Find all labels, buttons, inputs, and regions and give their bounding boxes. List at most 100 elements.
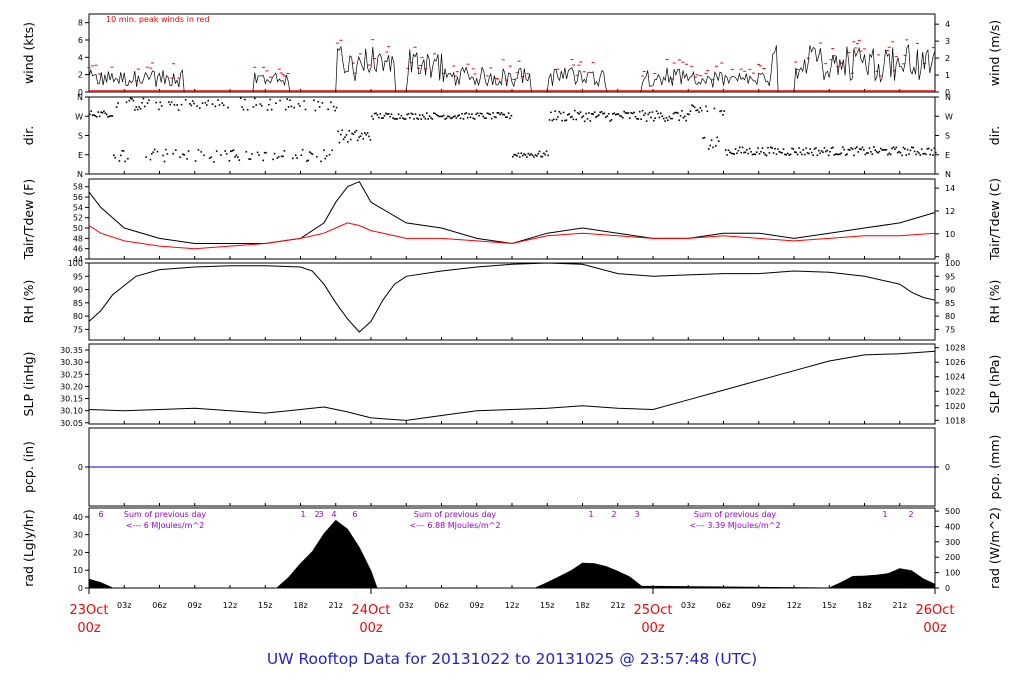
dir-point	[888, 152, 891, 155]
left-tick-label: 0	[78, 584, 83, 593]
dir-point	[521, 154, 524, 157]
dir-point	[919, 154, 922, 156]
dir-point	[836, 153, 838, 156]
dir-point	[293, 106, 295, 109]
dir-point	[101, 112, 104, 114]
dir-point	[568, 113, 570, 115]
dir-point	[121, 149, 123, 152]
dir-point	[559, 112, 562, 115]
dir-point	[536, 155, 538, 157]
dir-point	[203, 154, 205, 157]
left-tick-label: 4	[78, 53, 83, 62]
dir-point	[561, 119, 563, 122]
dir-point	[404, 118, 407, 120]
dir-point	[461, 112, 463, 115]
dir-point	[823, 147, 826, 149]
right-tick-label: 10	[945, 230, 955, 239]
dir-point	[399, 117, 401, 119]
rad-annotation: <--- 3.39 MJoules/m^2	[689, 521, 780, 530]
dir-point	[627, 112, 630, 114]
dir-point	[576, 112, 579, 114]
dir-point	[482, 115, 484, 118]
dir-point	[183, 154, 186, 156]
dir-point	[792, 148, 795, 150]
left-tick-label: 30.30	[60, 358, 83, 367]
dir-point	[840, 152, 843, 154]
dir-point	[755, 151, 758, 153]
dir-point	[600, 111, 603, 113]
dir-point	[316, 155, 318, 158]
left-tick-label: 6	[78, 36, 83, 45]
dir-point	[510, 114, 513, 117]
dir-point	[796, 153, 799, 156]
dir-point	[468, 113, 470, 115]
dir-point	[641, 109, 644, 112]
dir-point	[784, 153, 786, 156]
dir-point	[699, 107, 702, 109]
dir-point	[239, 97, 242, 100]
left-tick-label: 90	[73, 286, 83, 295]
dir-point	[481, 113, 483, 115]
dir-point	[607, 113, 610, 115]
dir-point	[726, 154, 728, 156]
dir-point	[881, 149, 883, 151]
dir-point	[865, 152, 868, 154]
dir-point	[874, 149, 876, 151]
left-tick-label: 40	[73, 513, 83, 522]
dir-point	[541, 155, 544, 158]
dir-point	[211, 103, 214, 105]
dir-point	[843, 148, 845, 151]
dir-point	[485, 117, 487, 119]
dir-point	[163, 160, 166, 163]
dir-point	[392, 117, 394, 119]
dir-point	[653, 119, 655, 122]
dir-point	[692, 105, 695, 107]
dir-point	[97, 111, 100, 113]
day-hour-label: 00z	[77, 621, 101, 636]
y-axis-label-left: Tair/Tdew (F)	[21, 179, 36, 260]
dir-point	[459, 117, 462, 120]
dir-point	[772, 152, 775, 154]
dir-point	[218, 104, 221, 106]
dir-point	[359, 135, 362, 137]
dir-point	[497, 112, 500, 114]
dir-point	[657, 112, 659, 115]
dir-point	[809, 148, 812, 150]
dir-point	[334, 109, 336, 112]
dir-point	[235, 154, 238, 157]
right-tick-label: 95	[945, 272, 955, 281]
dir-point	[523, 153, 525, 155]
dir-point	[184, 99, 187, 101]
dir-point	[748, 147, 751, 150]
left-tick-label: 8	[78, 19, 83, 28]
dir-point	[151, 153, 153, 155]
dir-point	[352, 133, 355, 136]
dir-point	[552, 118, 555, 121]
y-axis-label-left: pcp. (in)	[21, 441, 36, 493]
dir-point	[128, 99, 131, 102]
dir-point	[795, 151, 797, 154]
dir-point	[417, 118, 420, 120]
dir-point	[808, 152, 810, 155]
dir-point	[186, 158, 188, 160]
dir-point	[816, 154, 819, 156]
dir-point	[757, 147, 759, 149]
panel-frame	[88, 96, 936, 175]
dir-point	[681, 110, 683, 112]
dir-point	[802, 149, 805, 151]
dir-point	[736, 152, 738, 154]
dir-point	[833, 154, 836, 156]
dir-point	[228, 160, 231, 162]
dir-point	[834, 153, 837, 155]
dir-point	[609, 120, 611, 122]
time-tick-label: 09z	[188, 601, 202, 610]
dir-point	[214, 105, 217, 108]
dir-point	[533, 156, 535, 158]
dir-point	[379, 113, 382, 115]
right-tick-label: 300	[945, 538, 960, 547]
dir-point	[647, 113, 649, 116]
time-tick-label: 03z	[117, 601, 131, 610]
dir-point	[502, 113, 504, 116]
right-tick-label: 400	[945, 522, 960, 531]
